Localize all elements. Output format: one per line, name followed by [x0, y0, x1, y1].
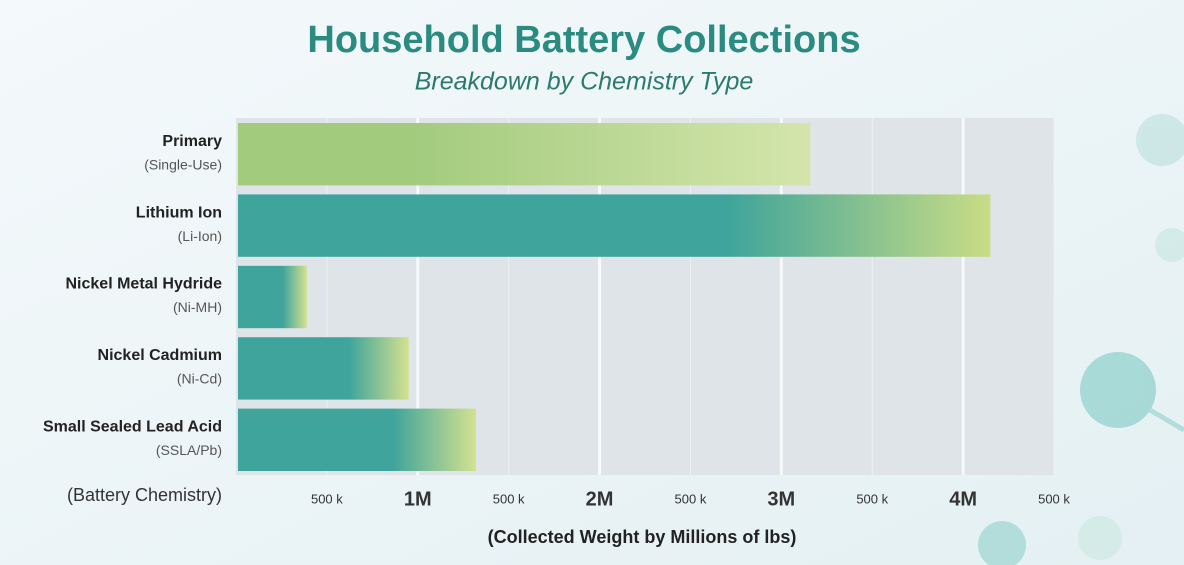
x-tick-label: 500 k — [311, 491, 343, 506]
x-tick-label: 2M — [586, 488, 614, 510]
x-tick-label: 3M — [767, 488, 795, 510]
x-axis-title: (Collected Weight by Millions of lbs) — [488, 527, 797, 547]
y-tick-note: (SSLA/Pb) — [156, 442, 222, 458]
bar — [238, 194, 991, 257]
decoration — [978, 114, 1184, 565]
y-tick-label: Nickel Cadmium — [98, 347, 222, 364]
x-tick-label: 500 k — [675, 491, 707, 506]
bar — [238, 408, 476, 471]
x-tick-label: 500 k — [493, 491, 525, 506]
x-tick-label: 500 k — [1038, 491, 1070, 506]
bar — [238, 265, 307, 329]
y-tick-note: (Ni-MH) — [173, 299, 222, 315]
x-tick-label: 500 k — [856, 491, 888, 506]
y-tick-label: Lithium Ion — [136, 204, 222, 221]
bar — [238, 337, 409, 400]
y-axis-title: (Battery Chemistry) — [67, 485, 222, 505]
y-tick-label: Small Sealed Lead Acid — [43, 419, 222, 436]
y-tick-note: (Ni-Cd) — [177, 371, 222, 387]
y-tick-label: Nickel Metal Hydride — [66, 276, 223, 293]
bar — [238, 123, 811, 186]
y-tick-note: (Li-Ion) — [178, 228, 222, 244]
x-tick-label: 4M — [949, 488, 977, 510]
chart-title: Household Battery Collections — [307, 19, 860, 61]
y-tick-label: Primary — [162, 133, 222, 150]
y-tick-note: (Single-Use) — [144, 156, 222, 172]
x-tick-label: 1M — [404, 488, 432, 510]
chart-subtitle: Breakdown by Chemistry Type — [415, 68, 754, 96]
